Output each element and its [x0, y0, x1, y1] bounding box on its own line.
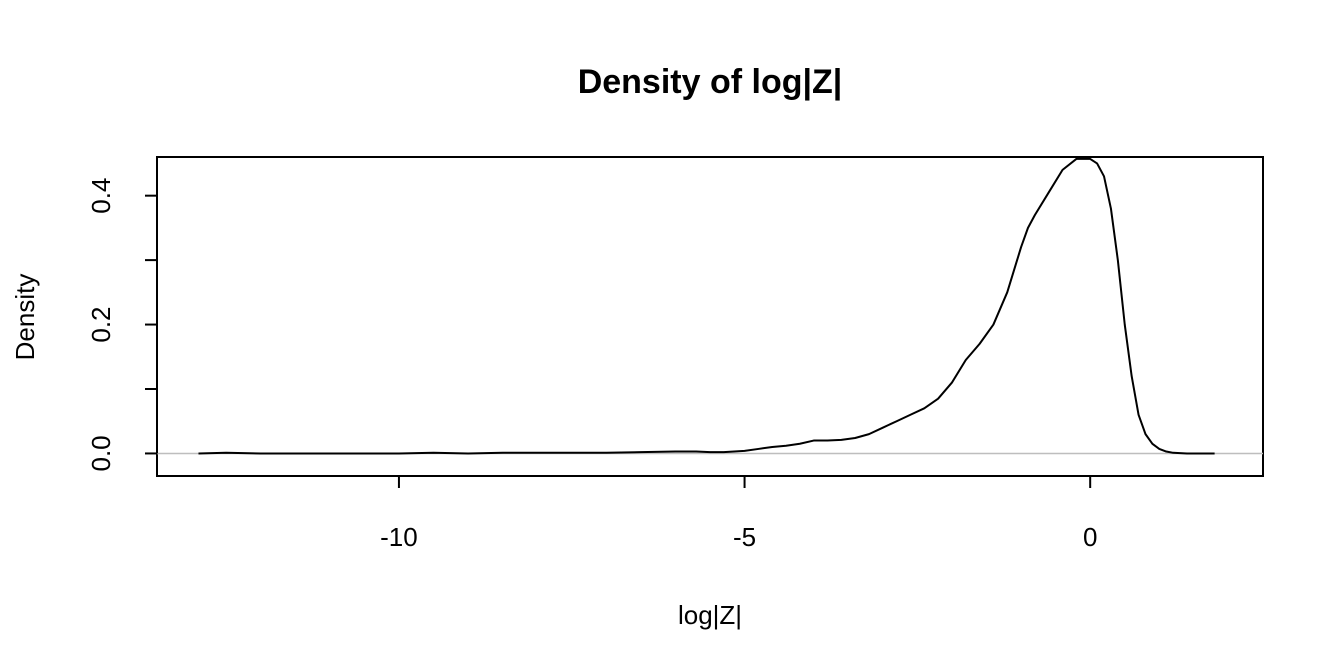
x-tick-label: 0 — [1083, 522, 1097, 552]
y-tick-label: 0.2 — [86, 306, 116, 342]
y-tick-label: 0.4 — [86, 178, 116, 214]
y-axis: 0.0 0.2 0.4 — [86, 178, 158, 472]
density-line — [198, 157, 1215, 455]
y-axis-label: Density — [10, 274, 40, 361]
x-axis: -10 -5 0 — [380, 475, 1097, 552]
x-axis-label: log|Z| — [678, 600, 742, 630]
chart-title: Density of log|Z| — [578, 63, 843, 101]
x-tick-label: -10 — [380, 522, 418, 552]
x-tick-label: -5 — [733, 522, 756, 552]
density-line-layer — [198, 157, 1215, 455]
y-tick-label: 0.0 — [86, 435, 116, 471]
plot-frame — [156, 156, 1264, 477]
